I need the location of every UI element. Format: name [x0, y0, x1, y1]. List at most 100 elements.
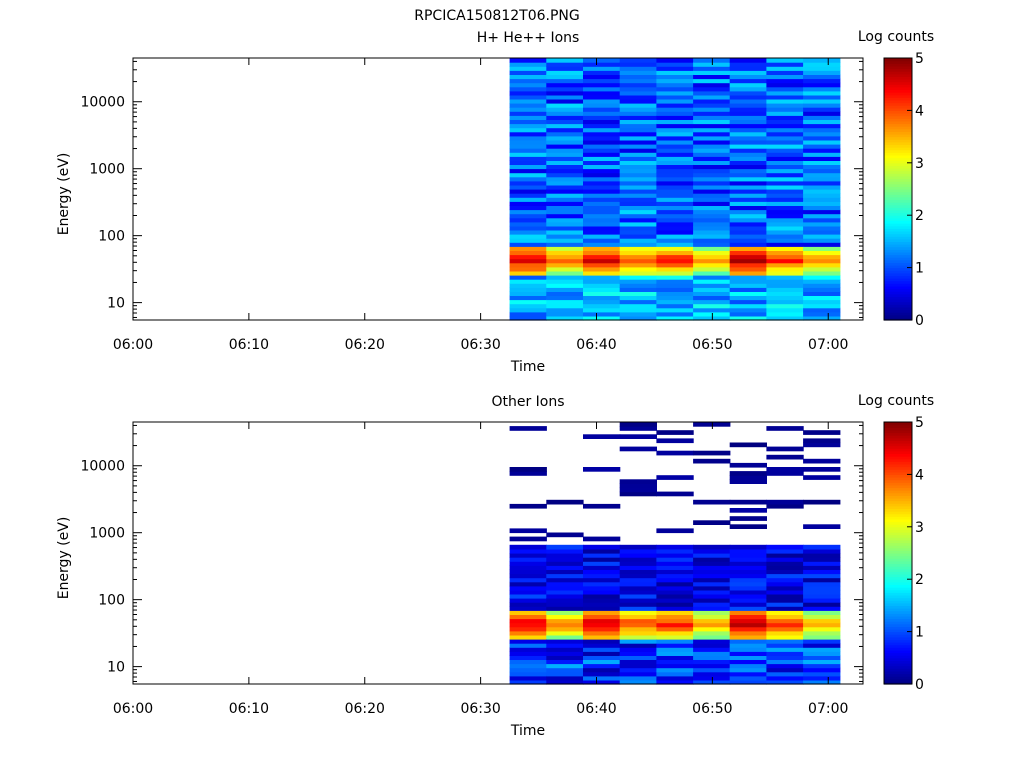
colorbar-step [884, 102, 912, 106]
heatmap-cell [803, 499, 841, 505]
heatmap-cell [803, 553, 841, 558]
heatmap-cell [583, 311, 621, 317]
colorbar-step [884, 81, 912, 85]
heatmap-cell [766, 569, 804, 575]
heatmap-cell [803, 148, 841, 153]
x-tick-label: 06:40 [576, 337, 616, 353]
heatmap-cell [693, 234, 731, 239]
heatmap-cell [619, 135, 657, 141]
heatmap-cell [509, 647, 547, 652]
colorbar-tick-label: 3 [915, 156, 924, 172]
heatmap-cell [583, 577, 621, 583]
heatmap-cell [656, 589, 694, 595]
heatmap-cell [619, 172, 657, 178]
heatmap-cell [509, 291, 547, 296]
heatmap-cell [693, 119, 731, 125]
heatmap-cell [546, 602, 584, 607]
heatmap-cell [693, 458, 731, 464]
heatmap-cell [509, 176, 547, 182]
heatmap-cell [546, 156, 584, 161]
colorbar-step [884, 568, 912, 572]
heatmap-cell [583, 238, 621, 243]
colorbar-step [884, 453, 912, 457]
colorbar-step [884, 628, 912, 633]
heatmap-cell [583, 622, 621, 628]
heatmap-cell [583, 119, 621, 125]
heatmap-cell [693, 238, 731, 243]
heatmap-cell [546, 270, 584, 276]
heatmap-cell [766, 250, 804, 256]
heatmap-cell [803, 103, 841, 108]
heatmap-cell [729, 250, 767, 256]
heatmap-cell [693, 148, 731, 153]
x-axis-label: Time [510, 359, 545, 375]
colorbar-tick-label: 4 [915, 467, 924, 483]
heatmap-cell [583, 262, 621, 268]
heatmap-cell [546, 499, 584, 505]
colorbar-step [884, 440, 912, 444]
heatmap-cell [766, 618, 804, 624]
heatmap-cell [803, 581, 841, 587]
heatmap-cell [509, 279, 547, 284]
colorbar-step [884, 450, 912, 455]
heatmap-cell [509, 103, 547, 108]
colorbar-step [884, 529, 912, 533]
heatmap-cell [693, 557, 731, 562]
heatmap-cell [766, 242, 804, 247]
heatmap-cell [803, 598, 841, 603]
colorbar-step [884, 244, 912, 248]
heatmap-cell [546, 135, 584, 141]
colorbar-step [884, 566, 912, 570]
heatmap-cell [803, 90, 841, 96]
heatmap-cell [803, 671, 841, 677]
heatmap-cell [656, 287, 694, 292]
heatmap-cell [656, 209, 694, 215]
heatmap-cell [656, 430, 694, 435]
colorbar-step [884, 537, 912, 541]
colorbar-step [884, 168, 912, 172]
colorbar-step [884, 484, 912, 489]
heatmap-cell [509, 299, 547, 305]
heatmap-cell [766, 164, 804, 170]
heatmap-cell [729, 123, 767, 129]
heatmap-cell [729, 524, 767, 529]
heatmap-cell [803, 58, 841, 63]
heatmap-cell [729, 86, 767, 92]
heatmap-cell [729, 144, 767, 149]
colorbar-step [884, 571, 912, 575]
heatmap-cell [583, 213, 621, 219]
heatmap-cell [766, 144, 804, 149]
heatmap-cell [766, 548, 804, 554]
heatmap-cell [656, 90, 694, 96]
colorbar-step [884, 144, 912, 148]
heatmap-cell [766, 189, 804, 194]
colorbar-step [884, 257, 912, 261]
heatmap-cell [619, 544, 657, 550]
heatmap-cell [766, 148, 804, 153]
heatmap-cell [803, 557, 841, 562]
heatmap-cell [803, 262, 841, 268]
heatmap-cell [619, 266, 657, 272]
heatmap-cell [509, 238, 547, 243]
heatmap-cell [619, 553, 657, 558]
heatmap-cell [583, 66, 621, 71]
colorbar-step [884, 191, 912, 195]
heatmap-cell [509, 115, 547, 120]
heatmap-cell [656, 270, 694, 276]
heatmap-cell [509, 311, 547, 317]
heatmap-cell [619, 581, 657, 587]
heatmap-cell [729, 569, 767, 575]
heatmap-cell [729, 168, 767, 174]
heatmap-cell [583, 58, 621, 63]
heatmap-cell [619, 311, 657, 317]
heatmap-cell [583, 184, 621, 190]
heatmap-cell [729, 606, 767, 611]
colorbar-step [884, 482, 912, 486]
heatmap-cell [803, 135, 841, 141]
colorbar-tick-label: 0 [915, 313, 924, 329]
heatmap-cell [656, 107, 694, 112]
heatmap-cell [766, 213, 804, 219]
heatmap-cell [509, 193, 547, 198]
heatmap-cell [656, 229, 694, 235]
heatmap-cell [546, 626, 584, 632]
